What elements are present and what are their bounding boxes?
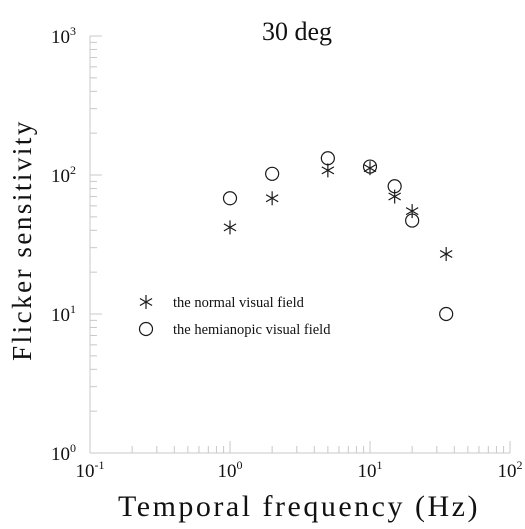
y-axis-label: Flicker sensitivity	[7, 119, 37, 361]
asterisk-marker	[321, 163, 335, 178]
y-tick-label: 100	[51, 441, 76, 465]
asterisk-marker	[439, 247, 453, 262]
asterisk-marker	[139, 295, 153, 309]
x-tick-label: 102	[498, 458, 523, 482]
y-tick-label: 101	[51, 302, 76, 326]
x-tick-label: 10-1	[76, 458, 105, 482]
circle-marker	[405, 213, 420, 228]
circle-marker	[320, 151, 335, 166]
chart-title: 30 deg	[262, 17, 332, 46]
asterisk-marker	[265, 191, 279, 206]
data-markers	[222, 151, 454, 322]
circle-marker	[138, 321, 154, 337]
asterisk-marker	[388, 189, 402, 204]
axes	[89, 36, 510, 454]
axis-ticks	[89, 35, 511, 454]
x-tick-label: 101	[358, 458, 383, 482]
legend-label: the hemianopic visual field	[173, 322, 331, 338]
x-axis-label: Temporal frequency (Hz)	[118, 490, 480, 523]
x-tick-label: 100	[218, 458, 243, 482]
circle-marker	[265, 166, 280, 181]
legend: the normal visual field the hemianopic vi…	[138, 295, 331, 338]
y-tick-label: 102	[51, 163, 76, 187]
y-tick-label: 103	[51, 24, 76, 48]
circle-marker	[387, 179, 402, 194]
asterisk-marker	[405, 204, 419, 219]
circle-marker	[362, 159, 378, 174]
circle-marker	[439, 306, 454, 322]
asterisk-marker	[223, 220, 237, 235]
circle-marker	[222, 191, 238, 206]
legend-label: the normal visual field	[173, 295, 305, 311]
